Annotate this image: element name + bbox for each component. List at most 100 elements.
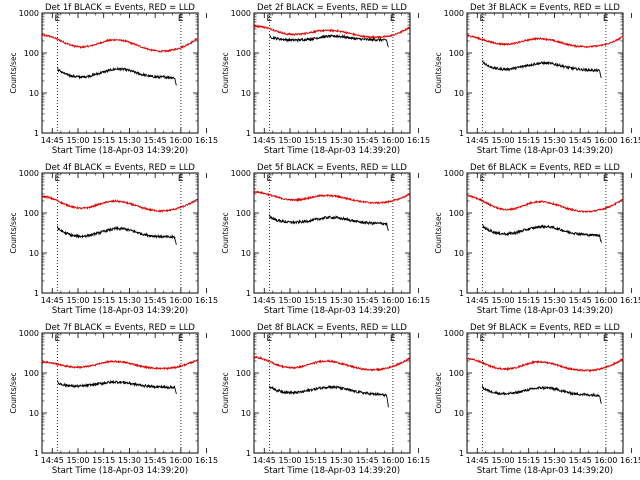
x-tick-label: 16:15 bbox=[195, 296, 218, 305]
chart-panel-5: Det 5f BLACK = Events, RED = LLD 1 10 100 10… bbox=[221, 163, 430, 316]
event-marker-label: E bbox=[178, 14, 184, 24]
y-tick-label: 100 bbox=[449, 49, 464, 58]
x-tick-label: 14:45 bbox=[466, 296, 489, 305]
x-tick-label: 15:00 bbox=[491, 296, 514, 305]
plot-frame bbox=[466, 12, 624, 134]
x-tick-label: 16:15 bbox=[195, 456, 218, 465]
chart-panel-1: Det 1f BLACK = Events, RED = LLD 1 10 100 10… bbox=[9, 3, 218, 156]
x-tick-label: 15:00 bbox=[278, 456, 301, 465]
chart-panel-4: Det 4f BLACK = Events, RED = LLD 1 10 100 10… bbox=[9, 163, 218, 316]
x-tick-label: 15:45 bbox=[356, 456, 379, 465]
y-axis-label: Counts/sec bbox=[221, 52, 230, 93]
series-line-events bbox=[57, 379, 177, 394]
x-tick-label: 15:30 bbox=[543, 296, 566, 305]
chart-panel-6: Det 6f BLACK = Events, RED = LLD 1 10 100 10… bbox=[434, 163, 640, 316]
x-axis-label: Start Time (18-Apr-03 14:39:20) bbox=[52, 466, 188, 476]
x-tick-label: 15:15 bbox=[517, 296, 540, 305]
y-axis-label: Counts/sec bbox=[434, 52, 443, 93]
y-tick-label: 100 bbox=[24, 49, 39, 58]
y-axis-label: Counts/sec bbox=[9, 372, 18, 413]
y-tick-label: 100 bbox=[24, 369, 39, 378]
y-tick-label: 10 bbox=[241, 409, 251, 418]
plot-frame bbox=[253, 172, 411, 294]
y-tick-label: 1 bbox=[34, 289, 39, 298]
event-marker-label: E bbox=[54, 334, 60, 344]
x-tick-label: 14:45 bbox=[253, 136, 276, 145]
x-tick-label: 15:30 bbox=[330, 136, 353, 145]
event-marker-label: E bbox=[603, 334, 609, 344]
x-tick-label: 16:00 bbox=[381, 456, 404, 465]
y-axis-label: Counts/sec bbox=[221, 372, 230, 413]
y-tick-label: 1000 bbox=[231, 329, 251, 338]
x-axis-label: Start Time (18-Apr-03 14:39:20) bbox=[477, 306, 613, 316]
x-tick-label: 15:00 bbox=[491, 136, 514, 145]
y-tick-label: 10 bbox=[29, 409, 39, 418]
event-marker-label: E bbox=[390, 14, 396, 24]
x-tick-label: 14:45 bbox=[466, 456, 489, 465]
x-tick-label: 15:15 bbox=[517, 136, 540, 145]
x-tick-label: 15:45 bbox=[569, 136, 592, 145]
x-tick-label: 15:45 bbox=[356, 136, 379, 145]
chart-panel-3: Det 3f BLACK = Events, RED = LLD 1 10 100 10… bbox=[434, 3, 640, 156]
x-tick-label: 16:00 bbox=[381, 296, 404, 305]
x-tick-label: 16:00 bbox=[594, 456, 617, 465]
y-tick-label: 1 bbox=[246, 289, 251, 298]
series-line-events bbox=[57, 225, 177, 245]
x-axis-label: Start Time (18-Apr-03 14:39:20) bbox=[477, 146, 613, 156]
event-marker-label: E bbox=[603, 174, 609, 184]
x-tick-label: 16:00 bbox=[169, 456, 192, 465]
series-line-lld bbox=[466, 34, 624, 49]
chart-title: Det 5f BLACK = Events, RED = LLD bbox=[257, 163, 407, 173]
series-line-events bbox=[269, 33, 389, 48]
y-tick-label: 1 bbox=[246, 129, 251, 138]
series-line-events bbox=[482, 60, 602, 78]
plot-frame bbox=[41, 332, 199, 454]
chart-title: Det 7f BLACK = Events, RED = LLD bbox=[45, 323, 195, 333]
x-tick-label: 15:45 bbox=[144, 136, 167, 145]
x-tick-label: 15:30 bbox=[543, 136, 566, 145]
plot-frame bbox=[41, 12, 199, 134]
x-tick-label: 15:15 bbox=[517, 456, 540, 465]
x-axis-label: Start Time (18-Apr-03 14:39:20) bbox=[477, 466, 613, 476]
y-axis-label: Counts/sec bbox=[434, 212, 443, 253]
event-marker-label: E bbox=[479, 14, 485, 24]
event-marker-label: E bbox=[54, 14, 60, 24]
x-tick-label: 15:45 bbox=[144, 296, 167, 305]
y-tick-label: 1 bbox=[246, 449, 251, 458]
plot-frame bbox=[466, 332, 624, 454]
y-tick-label: 1 bbox=[459, 289, 464, 298]
event-marker-label: E bbox=[266, 174, 272, 184]
plot-frame bbox=[466, 172, 624, 294]
x-tick-label: 15:15 bbox=[92, 136, 115, 145]
x-tick-label: 16:00 bbox=[594, 136, 617, 145]
x-tick-label: 15:00 bbox=[491, 456, 514, 465]
y-tick-label: 1000 bbox=[444, 9, 464, 18]
x-tick-label: 16:15 bbox=[620, 296, 640, 305]
x-tick-label: 16:00 bbox=[169, 136, 192, 145]
x-tick-label: 15:15 bbox=[304, 456, 327, 465]
y-tick-label: 10 bbox=[29, 249, 39, 258]
x-tick-label: 15:30 bbox=[118, 456, 141, 465]
x-tick-label: 16:15 bbox=[195, 136, 218, 145]
series-line-events bbox=[269, 384, 389, 408]
y-tick-label: 1000 bbox=[19, 329, 39, 338]
x-axis-label: Start Time (18-Apr-03 14:39:20) bbox=[264, 466, 400, 476]
event-marker-label: E bbox=[178, 174, 184, 184]
x-tick-label: 16:00 bbox=[594, 296, 617, 305]
series-line-lld bbox=[253, 355, 411, 372]
y-axis-label: Counts/sec bbox=[9, 52, 18, 93]
chart-title: Det 1f BLACK = Events, RED = LLD bbox=[45, 3, 195, 13]
y-tick-label: 100 bbox=[449, 369, 464, 378]
y-tick-label: 100 bbox=[449, 209, 464, 218]
y-tick-label: 1000 bbox=[19, 169, 39, 178]
x-tick-label: 15:45 bbox=[356, 296, 379, 305]
x-tick-label: 14:45 bbox=[41, 456, 64, 465]
x-tick-label: 14:45 bbox=[41, 296, 64, 305]
x-tick-label: 15:45 bbox=[569, 456, 592, 465]
y-tick-label: 100 bbox=[236, 209, 251, 218]
chart-title: Det 3f BLACK = Events, RED = LLD bbox=[470, 3, 620, 13]
plot-frame bbox=[253, 332, 411, 454]
chart-panel-9: Det 9f BLACK = Events, RED = LLD 1 10 100 10… bbox=[434, 323, 640, 476]
chart-title: Det 9f BLACK = Events, RED = LLD bbox=[470, 323, 620, 333]
